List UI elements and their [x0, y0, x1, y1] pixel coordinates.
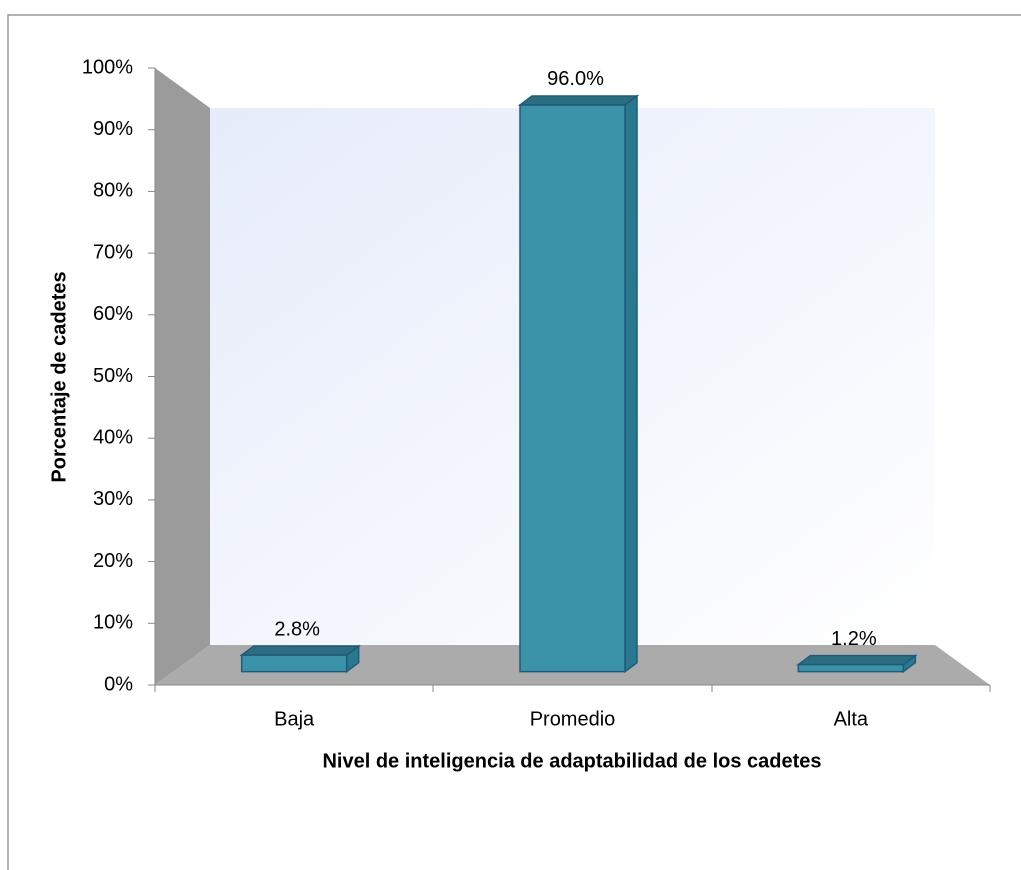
x-tick-label: Promedio [530, 708, 616, 730]
bar-top [239, 645, 361, 656]
bar-top [517, 95, 640, 106]
x-tick-label: Alta [834, 708, 869, 730]
bar [517, 94, 640, 674]
bar-top [796, 654, 918, 666]
x-axis-title: Nivel de inteligencia de adaptabilidad d… [322, 750, 821, 772]
y-axis-title: Porcentaje de cadetes [48, 271, 70, 482]
bar-front [519, 104, 626, 673]
x-tick-label: Baja [274, 708, 315, 730]
y-tick-label: 90% [93, 118, 133, 140]
y-tick-label: 70% [93, 241, 133, 263]
bar-front [240, 654, 348, 673]
y-tick-label: 100% [82, 56, 133, 78]
y-tick-label: 20% [93, 550, 133, 572]
y-tick-label: 30% [93, 488, 133, 510]
value-label: 1.2% [831, 628, 877, 650]
bar-front [797, 663, 905, 673]
y-tick-label: 10% [93, 612, 133, 634]
bar [239, 644, 361, 674]
bar-side [624, 94, 638, 674]
value-label: 96.0% [547, 68, 604, 90]
y-tick-label: 50% [93, 365, 133, 387]
y-tick-label: 0% [104, 673, 133, 695]
value-label: 2.8% [274, 618, 320, 640]
y-tick-label: 40% [93, 426, 133, 448]
frame [7, 14, 1021, 870]
side-wall [155, 68, 210, 685]
y-tick-label: 60% [93, 303, 133, 325]
y-tick-label: 80% [93, 180, 133, 202]
bar [796, 654, 918, 674]
